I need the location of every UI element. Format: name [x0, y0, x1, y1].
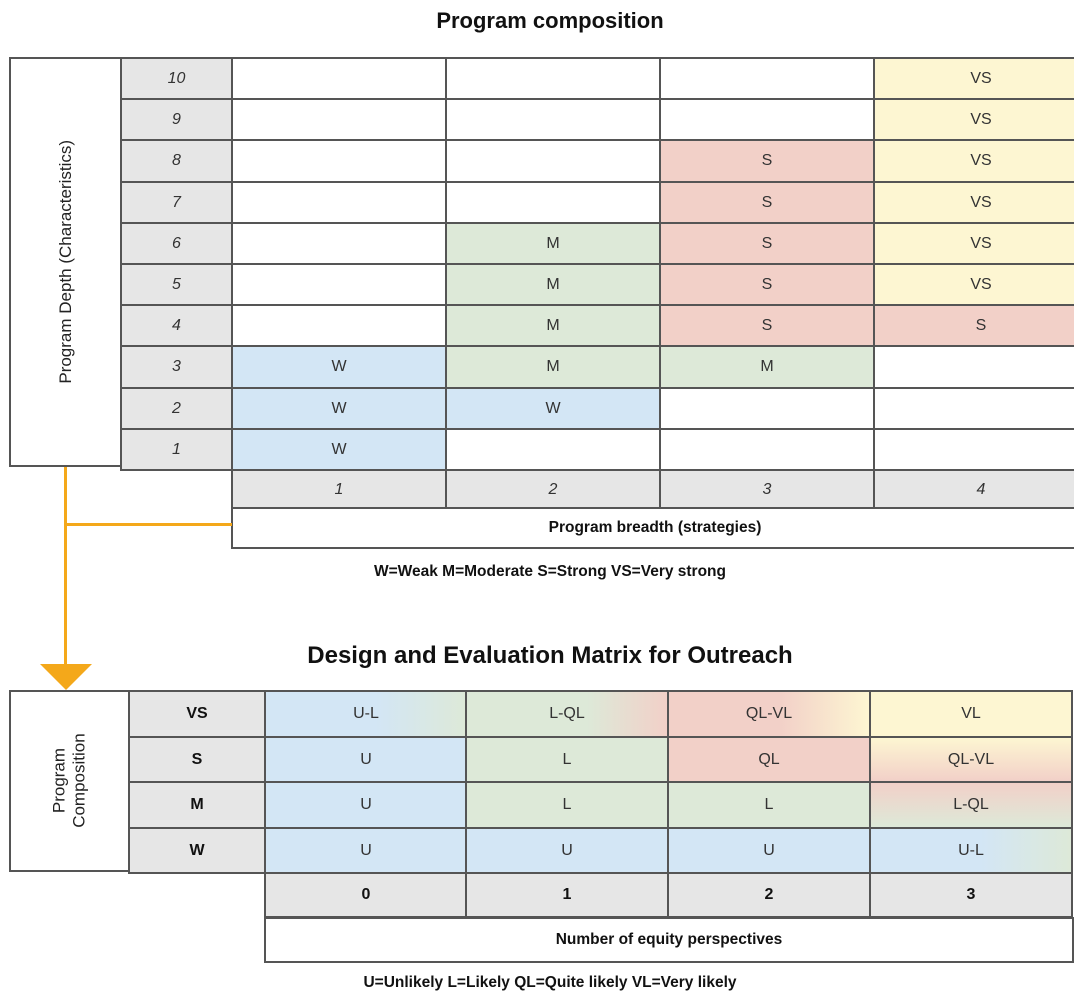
composition-cell — [873, 345, 1074, 389]
composition-cell — [231, 98, 447, 141]
matrix-legend: U=Unlikely L=Likely QL=Quite likely VL=V… — [363, 974, 737, 991]
composition-cell — [231, 139, 447, 183]
composition-cell: S — [873, 304, 1074, 347]
composition-title: Program composition — [436, 8, 664, 33]
matrix-title: Design and Evaluation Matrix for Outreac… — [307, 642, 793, 669]
matrix-cell: QL — [667, 736, 871, 783]
composition-axis-line2: Composition — [69, 733, 89, 829]
matrix-cell: L-QL — [869, 781, 1073, 829]
depth-row-label: 7 — [120, 181, 233, 224]
matrix-cell: U — [264, 781, 468, 829]
composition-legend: W=Weak M=Moderate S=Strong VS=Very stron… — [373, 563, 726, 580]
matrix-cell: U-L — [869, 827, 1073, 874]
depth-row-label: 9 — [120, 98, 233, 141]
matrix-cell: L — [465, 736, 669, 783]
composition-cell — [659, 387, 875, 430]
composition-cell — [659, 98, 875, 141]
breadth-axis-label: Program breadth (strategies) — [231, 507, 1074, 549]
depth-row-label: 5 — [120, 263, 233, 306]
composition-cell: S — [659, 263, 875, 306]
composition-cell: M — [445, 263, 661, 306]
composition-cell: W — [231, 345, 447, 389]
composition-cell: VS — [873, 263, 1074, 306]
composition-cell: S — [659, 139, 875, 183]
matrix-cell: QL-VL — [869, 736, 1073, 783]
composition-cell: VS — [873, 139, 1074, 183]
composition-cell: VS — [873, 222, 1074, 265]
matrix-cell: U-L — [264, 690, 468, 738]
depth-axis-text: Program Depth (Characteristics) — [55, 140, 75, 384]
composition-cell — [659, 57, 875, 100]
composition-cell: M — [445, 304, 661, 347]
composition-cell: M — [445, 345, 661, 389]
matrix-cell: U — [264, 736, 468, 783]
composition-cell — [231, 222, 447, 265]
breadth-col-label: 3 — [659, 469, 875, 511]
depth-axis-label: Program Depth (Characteristics) — [9, 57, 122, 467]
composition-row-label: S — [128, 736, 266, 783]
composition-cell — [231, 304, 447, 347]
composition-cell — [873, 428, 1074, 471]
matrix-cell: L — [465, 781, 669, 829]
composition-cell: S — [659, 181, 875, 224]
composition-cell — [445, 57, 661, 100]
composition-cell: W — [231, 387, 447, 430]
composition-row-label: VS — [128, 690, 266, 738]
composition-cell: S — [659, 304, 875, 347]
composition-cell: M — [445, 222, 661, 265]
matrix-cell: VL — [869, 690, 1073, 738]
composition-row-label: M — [128, 781, 266, 829]
composition-axis-line1: Program — [49, 748, 69, 814]
composition-cell: W — [231, 428, 447, 471]
depth-row-label: 4 — [120, 304, 233, 347]
composition-cell — [231, 57, 447, 100]
composition-cell: S — [659, 222, 875, 265]
breadth-col-label: 1 — [231, 469, 447, 511]
connector-line-vertical — [64, 467, 67, 667]
matrix-cell: U — [465, 827, 669, 874]
composition-cell — [445, 139, 661, 183]
composition-row-label: W — [128, 827, 266, 874]
composition-axis-text: Program Composition — [50, 734, 89, 829]
composition-cell — [873, 387, 1074, 430]
composition-cell — [445, 428, 661, 471]
composition-cell — [231, 263, 447, 306]
composition-cell — [659, 428, 875, 471]
composition-cell — [445, 181, 661, 224]
composition-axis-label: Program Composition — [9, 690, 130, 872]
composition-cell — [445, 98, 661, 141]
composition-cell — [231, 181, 447, 224]
equity-col-label: 0 — [264, 872, 468, 918]
matrix-cell: L-QL — [465, 690, 669, 738]
depth-row-label: 3 — [120, 345, 233, 389]
matrix-cell: U — [667, 827, 871, 874]
connector-line-horizontal — [64, 523, 232, 526]
equity-col-label: 1 — [465, 872, 669, 918]
composition-cell: VS — [873, 181, 1074, 224]
depth-row-label: 2 — [120, 387, 233, 430]
composition-cell: VS — [873, 98, 1074, 141]
matrix-cell: L — [667, 781, 871, 829]
composition-cell: W — [445, 387, 661, 430]
composition-cell: M — [659, 345, 875, 389]
depth-row-label: 1 — [120, 428, 233, 471]
breadth-col-label: 4 — [873, 469, 1074, 511]
equity-col-label: 3 — [869, 872, 1073, 918]
equity-axis-label: Number of equity perspectives — [264, 917, 1074, 963]
equity-col-label: 2 — [667, 872, 871, 918]
depth-row-label: 10 — [120, 57, 233, 100]
depth-row-label: 6 — [120, 222, 233, 265]
connector-arrowhead-icon — [40, 664, 92, 690]
matrix-cell: QL-VL — [667, 690, 871, 738]
composition-cell: VS — [873, 57, 1074, 100]
matrix-cell: U — [264, 827, 468, 874]
breadth-col-label: 2 — [445, 469, 661, 511]
depth-row-label: 8 — [120, 139, 233, 183]
